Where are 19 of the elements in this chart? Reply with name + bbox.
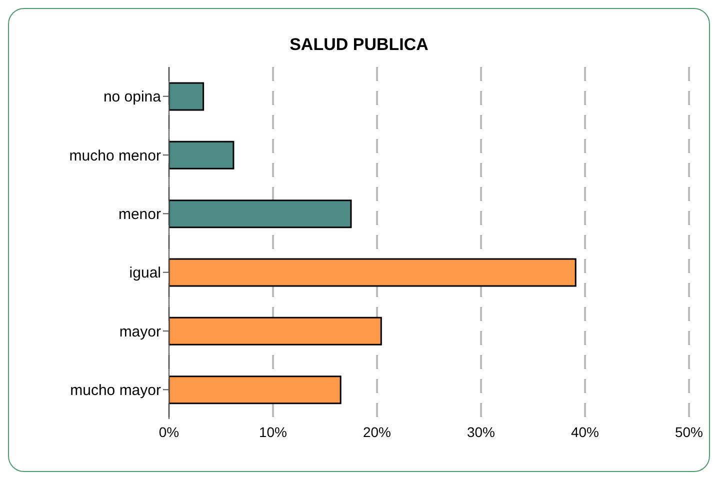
bar — [169, 316, 382, 346]
bar — [169, 82, 204, 111]
y-tick-label: mucho mayor — [70, 382, 161, 399]
bar — [169, 140, 234, 170]
x-tick-label: 40% — [570, 424, 600, 440]
x-tick-label: 50% — [674, 424, 704, 440]
x-tick-label: 20% — [362, 424, 392, 440]
x-tick-label: 0% — [158, 424, 180, 440]
x-tick-label: 30% — [466, 424, 496, 440]
bar — [169, 200, 352, 228]
y-tick-label: igual — [129, 264, 161, 282]
bar — [169, 258, 576, 287]
y-tick-label: no opina — [103, 88, 162, 106]
chart-title: SALUD PUBLICA — [288, 35, 430, 56]
y-tick-label: mayor — [119, 323, 161, 340]
y-tick-label: menor — [118, 206, 161, 223]
y-tick-label: mucho menor — [69, 147, 161, 164]
x-tick-label: 10% — [258, 424, 288, 440]
bar — [169, 376, 342, 404]
